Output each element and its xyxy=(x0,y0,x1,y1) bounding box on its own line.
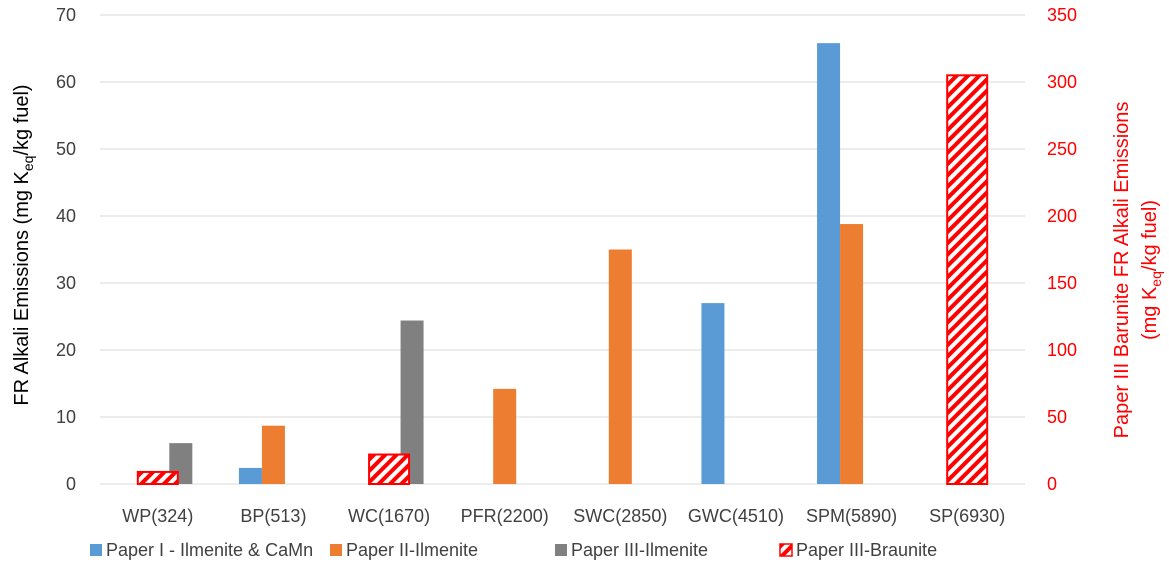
bar-paper-i-ilmenite-camn xyxy=(701,303,725,484)
category-label: BP(513) xyxy=(240,506,306,526)
bar-paper-i-ilmenite-camn xyxy=(238,467,262,484)
left-tick-label: 70 xyxy=(56,5,76,25)
left-tick-label: 10 xyxy=(56,407,76,427)
legend-swatch xyxy=(555,544,567,556)
left-axis-ticks: 0 10 20 30 40 50 60 70 xyxy=(56,5,76,494)
bar-paper-ii-ilmenite xyxy=(608,249,632,484)
category-label: SP(6930) xyxy=(929,506,1005,526)
svg-text:FR Alkali Emissions (mg Keq/kg: FR Alkali Emissions (mg Keq/kg fuel) xyxy=(11,84,36,405)
right-tick-label: 100 xyxy=(1047,340,1077,360)
bar-paper-ii-ilmenite xyxy=(261,425,285,484)
bar-paper-iii-braunite xyxy=(136,470,179,486)
legend-swatch xyxy=(330,544,342,556)
bars xyxy=(136,43,989,486)
gridlines xyxy=(100,14,1025,485)
bar-paper-iii-braunite xyxy=(946,74,989,486)
right-tick-label: 200 xyxy=(1047,206,1077,226)
category-label: SWC(2850) xyxy=(573,506,667,526)
left-tick-label: 0 xyxy=(66,474,76,494)
right-tick-label: 150 xyxy=(1047,273,1077,293)
left-axis-title: FR Alkali Emissions (mg Keq/kg fuel) xyxy=(11,84,36,405)
right-tick-label: 250 xyxy=(1047,139,1077,159)
left-tick-label: 40 xyxy=(56,206,76,226)
legend-item: Paper I - Ilmenite & CaMn xyxy=(90,540,313,560)
bar-paper-iii-braunite xyxy=(368,453,411,485)
category-labels: WP(324) BP(513) WC(1670) PFR(2200) SWC(2850)… xyxy=(122,506,1005,526)
svg-text:(mg Keq/kg fuel): (mg Keq/kg fuel) xyxy=(1139,200,1164,340)
bar-paper-ii-ilmenite xyxy=(840,224,864,485)
legend: Paper I - Ilmenite & CaMn Paper II-Ilmeni… xyxy=(90,540,937,560)
left-tick-label: 30 xyxy=(56,273,76,293)
legend-swatch xyxy=(779,543,793,557)
category-label: PFR(2200) xyxy=(461,506,549,526)
svg-text:Paper III Barunite FR Alkali: Paper III Barunite FR Alkali Emissions xyxy=(1111,102,1133,439)
right-tick-label: 50 xyxy=(1047,407,1067,427)
legend-label: Paper I - Ilmenite & CaMn xyxy=(106,540,313,560)
right-tick-label: 300 xyxy=(1047,72,1077,92)
bar-paper-iii-ilmenite xyxy=(400,320,424,484)
left-tick-label: 60 xyxy=(56,72,76,92)
legend-label: Paper III-Ilmenite xyxy=(571,540,708,560)
right-axis-title: Paper III Barunite FR Alkali Emissions (… xyxy=(1111,102,1164,439)
bar-paper-i-ilmenite-camn xyxy=(817,43,841,484)
right-axis-ticks: 0 50 100 150 200 250 300 350 xyxy=(1047,5,1077,494)
legend-item: Paper III-Ilmenite xyxy=(555,540,708,560)
category-label: GWC(4510) xyxy=(688,506,784,526)
legend-item: Paper II-Ilmenite xyxy=(330,540,478,560)
legend-swatch xyxy=(90,544,102,556)
legend-label: Paper III-Braunite xyxy=(796,540,937,560)
right-tick-label: 0 xyxy=(1047,474,1057,494)
legend-label: Paper II-Ilmenite xyxy=(346,540,478,560)
left-tick-label: 50 xyxy=(56,139,76,159)
left-tick-label: 20 xyxy=(56,340,76,360)
bar-paper-ii-ilmenite xyxy=(493,388,517,484)
category-label: SPM(5890) xyxy=(806,506,897,526)
category-label: WP(324) xyxy=(122,506,193,526)
legend-item: Paper III-Braunite xyxy=(779,540,937,560)
category-label: WC(1670) xyxy=(348,506,430,526)
right-tick-label: 350 xyxy=(1047,5,1077,25)
